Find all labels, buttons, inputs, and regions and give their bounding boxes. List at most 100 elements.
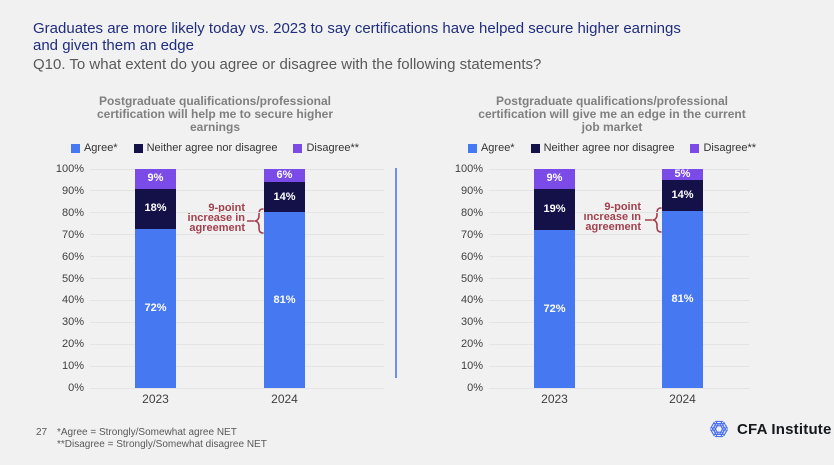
bar-segment-2023: 72% bbox=[534, 230, 575, 388]
gridline bbox=[90, 168, 384, 170]
gridline bbox=[489, 190, 749, 192]
cfa-logo-text: CFA Institute bbox=[737, 420, 832, 438]
y-axis-tick-label: 10% bbox=[61, 360, 84, 373]
legend-swatch-icon bbox=[70, 143, 80, 153]
gridline bbox=[489, 278, 749, 279]
gridline bbox=[489, 256, 749, 258]
x-axis-label-2024: 2024 bbox=[669, 392, 696, 406]
chart-title: Postgraduate qualifications/professional… bbox=[45, 95, 385, 134]
legend-swatch-icon bbox=[293, 143, 303, 153]
x-axis-label-2023: 2023 bbox=[541, 392, 568, 406]
annotation-line: 9-point bbox=[208, 202, 245, 214]
x-axis-label-2024: 2024 bbox=[271, 392, 298, 406]
gridline bbox=[489, 212, 749, 214]
chart-title-line: certification will help me to secure hig… bbox=[96, 107, 334, 121]
bar-value-label: 72% bbox=[543, 302, 566, 315]
bar-segment-2023: 9% bbox=[534, 169, 575, 189]
y-axis-tick-label: 20% bbox=[61, 338, 84, 351]
chart-title-line: Postgraduate qualifications/professional bbox=[98, 94, 332, 108]
y-axis-tick-label: 100% bbox=[55, 163, 84, 175]
annotation-brace-icon bbox=[247, 208, 264, 234]
bar-segment-2024: 5% bbox=[662, 167, 703, 180]
gridline bbox=[90, 343, 384, 345]
bar-segment-2024: 14% bbox=[662, 179, 703, 211]
bar-value-label: 19% bbox=[543, 203, 566, 215]
annotation-text: 9-point increase in agreement bbox=[155, 202, 245, 234]
legend-item: Agree* bbox=[70, 142, 118, 154]
bar-segment-2023: 19% bbox=[534, 188, 575, 231]
chart-legend: Agree* Neither agree nor disagree Disagree… bbox=[442, 141, 782, 155]
bar-value-label: 72% bbox=[144, 301, 167, 314]
bar-value-label: 14% bbox=[671, 188, 694, 201]
legend-label: Disagree** bbox=[703, 142, 757, 154]
legend-label: Agree* bbox=[480, 142, 515, 154]
gridline bbox=[90, 212, 384, 214]
bar-segment-2023: 18% bbox=[135, 188, 176, 229]
bar-segment-2023: 9% bbox=[135, 169, 176, 189]
gridline bbox=[90, 387, 384, 389]
y-axis-tick-label: 90% bbox=[61, 184, 84, 197]
y-axis-tick-label: 100% bbox=[454, 163, 483, 175]
y-axis-tick-label: 0% bbox=[68, 382, 84, 394]
gridline bbox=[90, 321, 384, 323]
gridline bbox=[489, 234, 749, 236]
chart-legend: Agree* Neither agree nor disagree Disagree… bbox=[45, 141, 385, 155]
bar-value-label: 6% bbox=[276, 169, 293, 181]
bar-value-label: 9% bbox=[147, 172, 164, 185]
y-axis-tick-label: 80% bbox=[460, 206, 483, 219]
chart-title-line: certification will give me an edge in th… bbox=[478, 107, 746, 121]
bar-value-label: 81% bbox=[671, 292, 694, 305]
chart-title-line: job market bbox=[581, 120, 643, 134]
gridline bbox=[489, 299, 749, 301]
page-number: 27 bbox=[36, 427, 48, 438]
cfa-institute-logo: CFA Institute bbox=[708, 418, 832, 440]
y-axis-tick-label: 60% bbox=[460, 250, 483, 263]
chart-title-line: Postgraduate qualifications/professional bbox=[495, 94, 729, 108]
legend-swatch-icon bbox=[467, 143, 477, 153]
bar-value-label: 5% bbox=[674, 167, 691, 180]
legend-label: Disagree** bbox=[306, 142, 360, 154]
bar-segment-2024: 14% bbox=[264, 182, 305, 213]
legend-item: Disagree** bbox=[690, 142, 756, 154]
cfa-logo-icon bbox=[710, 420, 728, 438]
legend-swatch-icon bbox=[530, 143, 540, 153]
gridline bbox=[90, 234, 384, 236]
gridline bbox=[90, 190, 384, 192]
bar-value-label: 14% bbox=[273, 190, 296, 203]
legend-item: Neither agree nor disagree bbox=[530, 142, 674, 154]
y-axis-tick-label: 60% bbox=[61, 250, 84, 263]
footnote-agree: *Agree = Strongly/Somewhat agree NET bbox=[57, 427, 237, 438]
chart-title: Postgraduate qualifications/professional… bbox=[442, 95, 782, 134]
annotation-line: 9-point bbox=[604, 201, 641, 213]
annotation-brace-icon bbox=[645, 207, 662, 233]
y-axis-tick-label: 10% bbox=[460, 360, 483, 373]
bar-value-label: 81% bbox=[273, 293, 296, 306]
chart-title-line: earnings bbox=[189, 120, 240, 134]
y-axis-tick-label: 30% bbox=[460, 316, 483, 329]
gridline bbox=[90, 256, 384, 258]
y-axis-tick-label: 0% bbox=[467, 382, 483, 394]
gridline bbox=[489, 387, 749, 389]
legend-item: Disagree** bbox=[293, 142, 359, 154]
footnotes: *Agree = Strongly/Somewhat agree NET **D… bbox=[57, 427, 267, 451]
annotation-text: 9-point increase in agreement bbox=[551, 201, 641, 233]
gridline bbox=[90, 278, 384, 279]
legend-label: Neither agree nor disagree bbox=[146, 142, 278, 154]
bar-segment-2023: 72% bbox=[135, 228, 176, 388]
page-title: Graduates are more likely today vs. 2023… bbox=[33, 20, 793, 54]
y-axis-tick-label: 30% bbox=[61, 316, 84, 329]
footnote-disagree: **Disagree = Strongly/Somewhat disagree … bbox=[57, 439, 267, 450]
bar-segment-2024: 81% bbox=[264, 212, 305, 388]
y-axis-tick-label: 90% bbox=[460, 184, 483, 197]
x-axis-label-2023: 2023 bbox=[142, 392, 169, 406]
annotation-line: agreement bbox=[585, 221, 641, 233]
gridline bbox=[489, 168, 749, 170]
legend-swatch-icon bbox=[690, 143, 700, 153]
gridline bbox=[90, 365, 384, 367]
annotation-line: increase in bbox=[187, 212, 245, 224]
annotation-line: agreement bbox=[189, 222, 245, 234]
chart-divider bbox=[395, 168, 397, 378]
bar-segment-2024: 81% bbox=[662, 210, 703, 388]
y-axis-tick-label: 20% bbox=[460, 338, 483, 351]
